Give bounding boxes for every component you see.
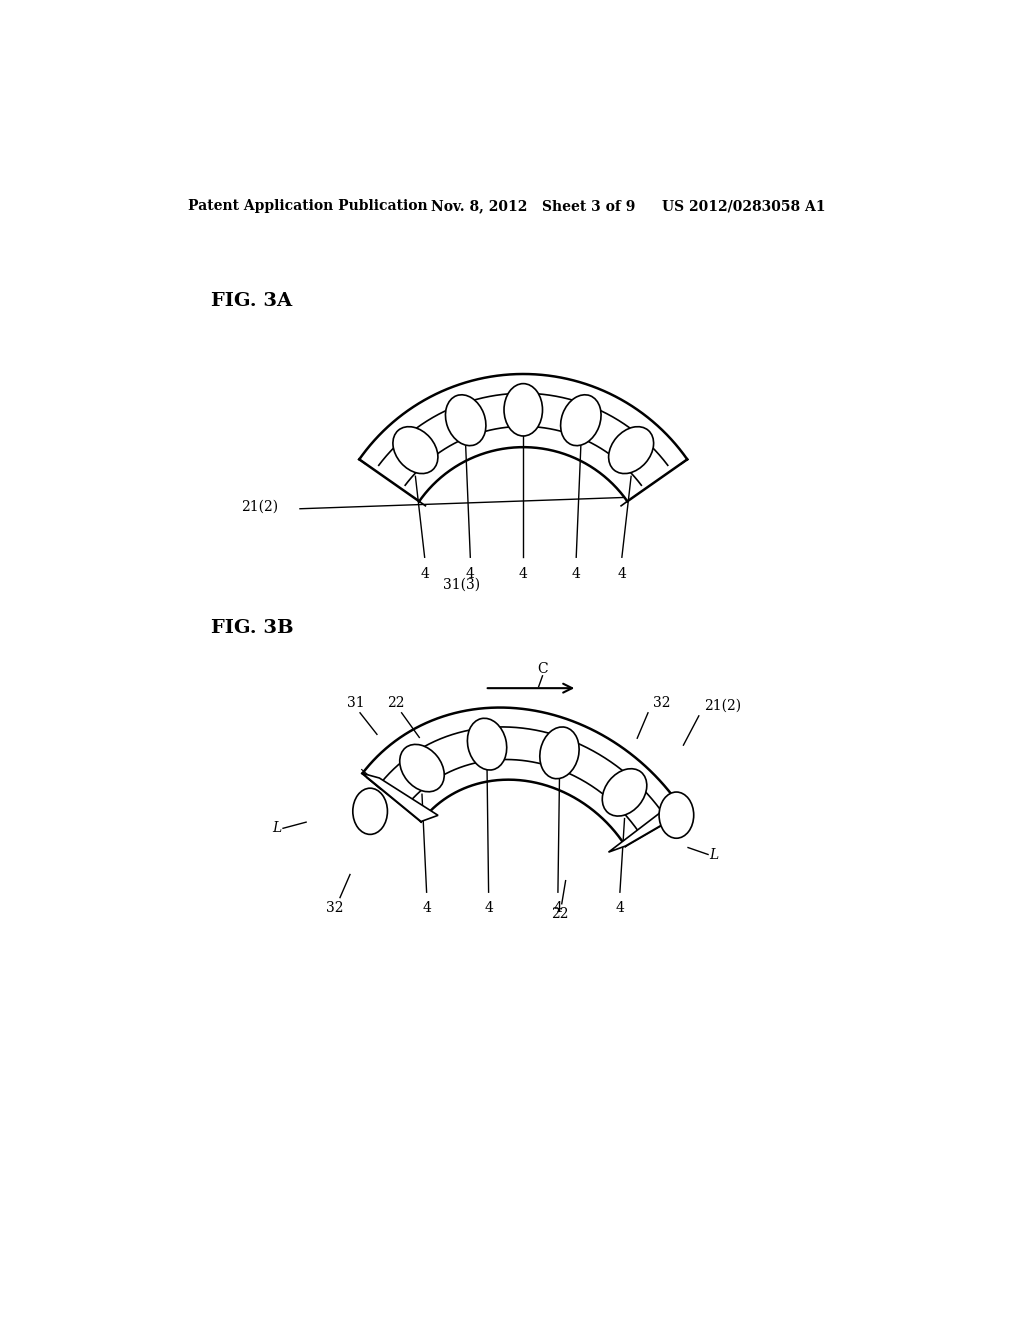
Text: 32: 32 xyxy=(326,902,343,916)
Text: Nov. 8, 2012   Sheet 3 of 9: Nov. 8, 2012 Sheet 3 of 9 xyxy=(431,199,635,213)
Polygon shape xyxy=(608,808,684,853)
Text: 32: 32 xyxy=(652,696,670,710)
Text: C: C xyxy=(538,661,548,676)
Ellipse shape xyxy=(540,727,580,779)
Ellipse shape xyxy=(659,792,693,838)
Text: 21(2): 21(2) xyxy=(705,698,741,713)
Text: 31: 31 xyxy=(346,697,365,710)
Text: Patent Application Publication: Patent Application Publication xyxy=(188,199,428,213)
Text: L: L xyxy=(272,821,282,836)
Text: L: L xyxy=(710,849,719,862)
Text: 4: 4 xyxy=(519,566,527,581)
Text: 4: 4 xyxy=(617,566,627,581)
Polygon shape xyxy=(362,774,438,821)
Text: 4: 4 xyxy=(466,566,475,581)
Ellipse shape xyxy=(393,426,438,474)
Ellipse shape xyxy=(608,426,653,474)
Ellipse shape xyxy=(504,384,543,436)
Text: 4: 4 xyxy=(571,566,581,581)
Text: 4: 4 xyxy=(422,902,431,916)
Text: 21(2): 21(2) xyxy=(242,499,279,513)
Text: 4: 4 xyxy=(554,902,562,916)
Ellipse shape xyxy=(467,718,507,770)
Ellipse shape xyxy=(445,395,486,446)
Text: FIG. 3B: FIG. 3B xyxy=(211,619,294,638)
Ellipse shape xyxy=(602,768,647,816)
Text: FIG. 3A: FIG. 3A xyxy=(211,292,293,310)
Text: 31(3): 31(3) xyxy=(443,578,480,593)
Text: US 2012/0283058 A1: US 2012/0283058 A1 xyxy=(662,199,825,213)
Text: 4: 4 xyxy=(420,566,429,581)
Ellipse shape xyxy=(399,744,444,792)
Text: 4: 4 xyxy=(615,902,625,916)
Ellipse shape xyxy=(560,395,601,446)
Text: 22: 22 xyxy=(552,907,569,921)
Ellipse shape xyxy=(353,788,387,834)
Text: 22: 22 xyxy=(387,697,404,710)
Text: 4: 4 xyxy=(484,902,493,916)
